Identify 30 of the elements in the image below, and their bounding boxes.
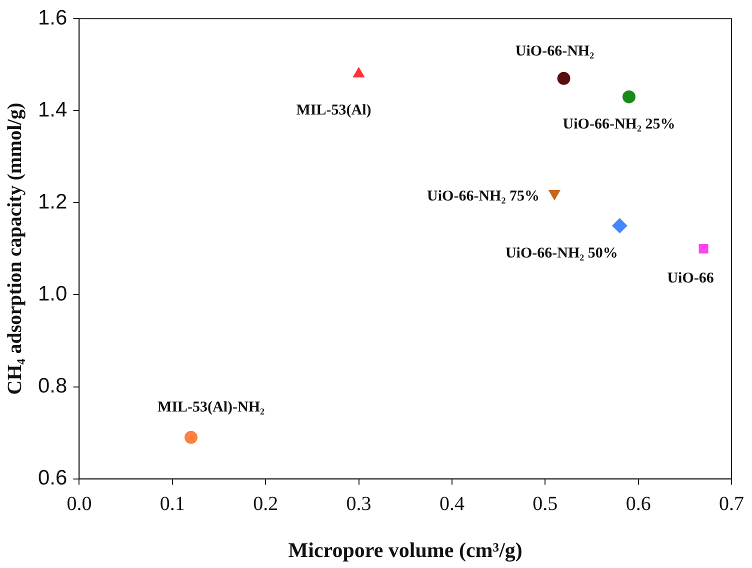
x-tick-label: 0.4 <box>439 493 464 516</box>
y-axis-title: CH₄ adsorption capacity (mmol/g) <box>4 102 26 395</box>
point <box>612 218 628 234</box>
x-tick-label: 0.5 <box>532 493 558 516</box>
x-axis-title: Micropore volume (cm³/g) <box>288 538 522 562</box>
x-tick-label: 0.2 <box>253 493 278 516</box>
text: MIL-53(Al)-NH₂ <box>158 399 266 416</box>
x-tick-label: 0.6 <box>626 493 651 516</box>
series-label: UiO-66-NH₂ 75% <box>427 188 540 204</box>
x-tick-label: 0.7 <box>719 493 744 516</box>
series-label: MIL-53(Al) <box>296 102 372 119</box>
x-tick-label: 0.1 <box>160 493 185 516</box>
y-tick-label: 1.2 <box>38 190 68 214</box>
point <box>557 72 570 85</box>
x-tick-label: 0.3 <box>346 493 372 516</box>
series-label: UiO-66 <box>667 270 714 287</box>
point <box>698 244 708 254</box>
y-tick-label: 1.4 <box>38 98 68 122</box>
series-label: UiO-66-NH₂ <box>515 43 595 60</box>
point <box>548 190 560 200</box>
series-label: UiO-66-NH₂ 50% <box>505 246 618 262</box>
series-label: UiO-66-NH₂ 25% <box>562 116 676 133</box>
point <box>622 90 636 104</box>
y-tick-label: 0.6 <box>38 466 68 490</box>
point <box>353 67 364 78</box>
y-tick-label: 0.8 <box>38 374 68 398</box>
y-tick-label: 1.6 <box>38 6 68 30</box>
point <box>184 430 198 444</box>
x-tick-label: 0.0 <box>66 493 92 516</box>
y-tick-label: 1.0 <box>38 282 68 306</box>
